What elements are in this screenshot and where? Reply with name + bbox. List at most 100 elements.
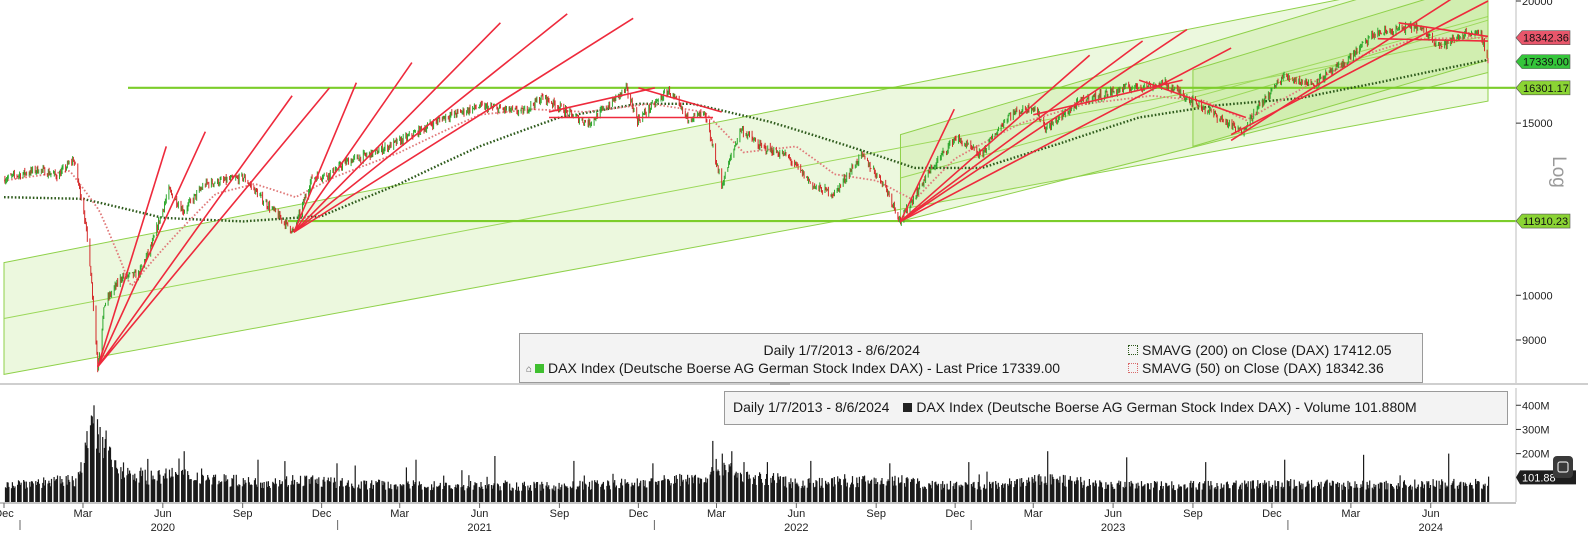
volume-bar	[1335, 483, 1337, 502]
volume-bar	[1304, 487, 1307, 502]
volume-bar	[565, 486, 567, 502]
volume-bar	[175, 473, 177, 502]
volume-bar	[851, 482, 853, 502]
trendline[interactable]	[97, 95, 293, 368]
volume-bar	[1228, 488, 1230, 502]
volume-bar	[1089, 484, 1091, 502]
volume-bar	[1375, 484, 1377, 502]
volume-bar	[1371, 487, 1373, 502]
volume-bar	[1468, 484, 1471, 502]
trendline[interactable]	[900, 28, 1188, 223]
volume-bar	[1208, 485, 1210, 502]
volume-bar	[730, 463, 732, 502]
volume-bar	[303, 485, 305, 502]
volume-bar	[603, 489, 605, 502]
volume-bar	[864, 481, 867, 502]
trendline[interactable]	[548, 87, 656, 113]
volume-bar	[819, 487, 821, 502]
volume-bar	[1204, 481, 1206, 502]
volume-bar	[1483, 485, 1485, 502]
volume-bar	[377, 482, 379, 502]
trendline[interactable]	[1230, 0, 1464, 142]
volume-bar	[254, 478, 256, 502]
trendline[interactable]	[293, 22, 501, 233]
volume-bar	[1426, 481, 1428, 502]
trendline[interactable]	[97, 87, 331, 368]
volume-bar	[321, 486, 323, 502]
volume-bar	[846, 482, 848, 502]
volume-bar	[1100, 482, 1103, 502]
volume-bar	[13, 488, 15, 502]
volume-bar	[1007, 483, 1009, 502]
volume-bar	[384, 482, 386, 502]
volume-bar	[1252, 480, 1254, 502]
trendline[interactable]	[1398, 21, 1489, 38]
volume-bar	[505, 482, 507, 502]
trendline[interactable]	[293, 13, 568, 233]
volume-bar	[941, 489, 943, 502]
volume-bar	[316, 478, 318, 502]
volume-bar	[986, 471, 988, 502]
trendline[interactable]	[1377, 37, 1489, 42]
trendline[interactable]	[293, 62, 413, 233]
volume-bar	[1153, 487, 1155, 502]
trendline[interactable]	[899, 40, 1144, 223]
trendline[interactable]	[96, 131, 207, 368]
volume-bar	[1189, 482, 1191, 502]
trendline[interactable]	[1230, 0, 1489, 136]
volume-bar	[171, 467, 173, 502]
volume-bar	[352, 486, 354, 502]
trendline[interactable]	[899, 108, 956, 222]
volume-bar	[1160, 481, 1162, 502]
trendline[interactable]	[638, 87, 722, 113]
volume-bar	[342, 486, 344, 502]
volume-bar	[1183, 484, 1185, 502]
volume-bar	[512, 488, 514, 502]
volume-bar	[1302, 483, 1304, 502]
volume-bar	[461, 470, 463, 502]
volume-bar	[1454, 488, 1456, 502]
volume-bar	[1210, 481, 1212, 502]
volume-bar	[867, 480, 869, 502]
volume-bar	[545, 485, 547, 502]
volume-bar	[1336, 483, 1338, 502]
trendline[interactable]	[293, 82, 358, 233]
x-month-label: Dec	[945, 508, 965, 520]
volume-bar	[1462, 482, 1464, 502]
volume-bar	[279, 480, 281, 502]
volume-bar	[729, 466, 731, 502]
volume-bar	[710, 471, 712, 502]
volume-bar	[821, 478, 823, 502]
volume-bar	[704, 482, 706, 502]
legend-grip-icon[interactable]: ⌂	[526, 363, 533, 375]
trendline[interactable]	[1138, 79, 1247, 119]
volume-bar	[334, 481, 336, 502]
volume-bar	[260, 487, 263, 502]
volume-bar	[1281, 482, 1283, 502]
panel-toggle-icon[interactable]	[1553, 456, 1573, 478]
volume-bar	[1369, 480, 1371, 502]
volume-bar	[1344, 487, 1346, 502]
volume-bar	[612, 473, 614, 502]
volume-bar	[19, 484, 21, 502]
volume-bar	[1009, 478, 1011, 502]
volume-bar	[670, 483, 672, 502]
trendline[interactable]	[899, 54, 1091, 223]
price-panel	[3, 0, 1516, 375]
trendline[interactable]	[900, 47, 1232, 223]
volume-bar	[335, 488, 337, 502]
volume-bar	[1329, 482, 1331, 502]
trendline[interactable]	[96, 146, 168, 368]
volume-bar	[87, 448, 89, 502]
volume-bar	[134, 473, 136, 502]
volume-bar	[1229, 488, 1231, 502]
volume-bar	[1166, 486, 1169, 502]
volume-bar	[1014, 481, 1016, 502]
sma200-label: SMAVG (200) on Close (DAX) 17412.05	[1142, 342, 1392, 358]
volume-bar	[1354, 481, 1356, 502]
volume-bar	[1197, 490, 1199, 502]
volume-bar	[693, 483, 695, 502]
volume-bar	[1191, 487, 1193, 502]
trendline[interactable]	[293, 17, 634, 233]
volume-bar	[1167, 485, 1169, 502]
